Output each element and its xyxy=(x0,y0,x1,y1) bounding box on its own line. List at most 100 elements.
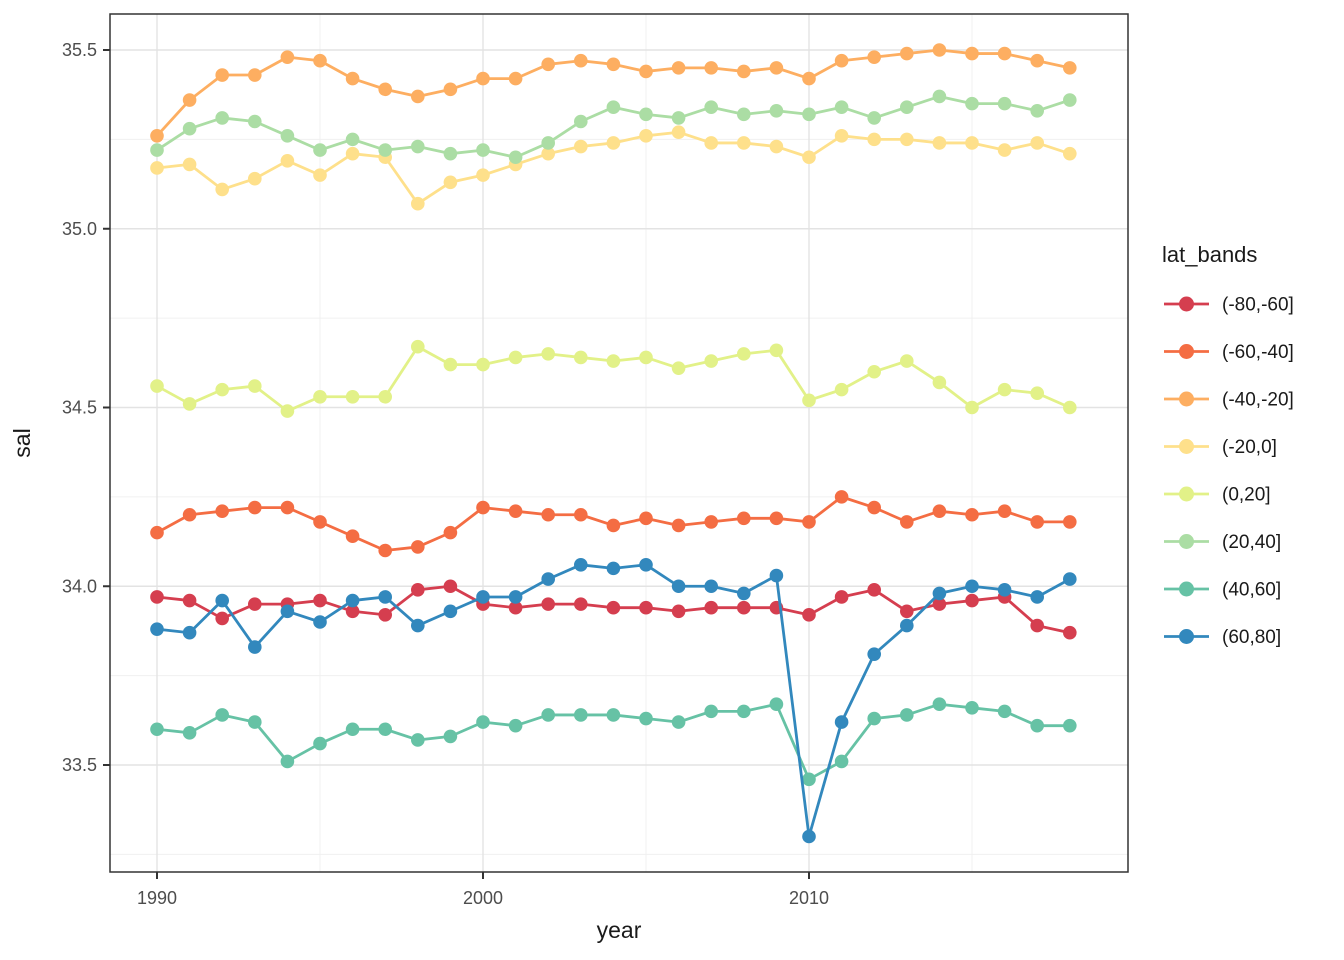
data-point xyxy=(932,136,947,150)
data-point xyxy=(508,718,523,733)
data-point xyxy=(932,43,947,57)
data-point xyxy=(411,196,425,211)
y-tick-label: 34.5 xyxy=(62,398,97,418)
data-point xyxy=(769,511,784,526)
data-point xyxy=(215,382,229,397)
legend-entry-label: (-60,-40] xyxy=(1222,342,1294,363)
data-point xyxy=(769,61,784,75)
legend-entry-label: (-40,-20] xyxy=(1222,390,1294,411)
data-point xyxy=(574,558,588,572)
data-point xyxy=(248,114,262,129)
legend-key-point xyxy=(1179,391,1194,407)
data-point xyxy=(541,572,555,586)
data-point xyxy=(1063,572,1077,586)
data-point xyxy=(345,722,360,737)
data-point xyxy=(150,161,164,175)
data-point xyxy=(248,171,262,186)
data-point xyxy=(965,46,979,61)
legend-entry: (20,40] xyxy=(1164,532,1281,553)
data-point xyxy=(932,89,947,104)
x-tick-label: 1990 xyxy=(137,888,177,908)
data-point xyxy=(443,175,458,190)
data-point xyxy=(704,100,718,114)
data-point xyxy=(900,354,914,368)
data-point xyxy=(900,132,914,147)
data-point xyxy=(671,361,686,375)
data-point xyxy=(737,704,751,719)
data-point xyxy=(182,397,197,411)
data-point xyxy=(639,350,653,365)
legend: (-80,-60] (-60,-40] (-40,-20] (-20,0] (0,20]… xyxy=(1164,295,1294,648)
data-point xyxy=(248,379,262,393)
data-point xyxy=(834,100,849,114)
data-point xyxy=(737,136,751,150)
data-point xyxy=(280,500,295,515)
legend-key-point xyxy=(1179,581,1194,597)
data-point xyxy=(150,525,164,540)
legend-entry-label: (20,40] xyxy=(1222,532,1281,553)
data-point xyxy=(671,61,686,75)
data-point xyxy=(508,590,523,604)
legend-key-point xyxy=(1179,296,1194,312)
data-point xyxy=(411,89,425,104)
x-axis-title: year xyxy=(597,917,642,943)
data-point xyxy=(704,600,718,615)
legend-entry: (-60,-40] xyxy=(1164,342,1294,363)
data-point xyxy=(737,64,751,79)
data-point xyxy=(345,604,360,619)
data-point xyxy=(150,379,164,393)
data-point xyxy=(737,107,751,122)
data-point xyxy=(932,504,947,518)
legend-entry: (-40,-20] xyxy=(1164,390,1294,411)
x-tick-label: 2010 xyxy=(789,888,829,908)
data-point xyxy=(1063,146,1077,161)
data-point xyxy=(182,726,197,740)
legend-title: lat_bands xyxy=(1162,242,1257,267)
data-point xyxy=(639,107,653,122)
data-point xyxy=(1030,136,1044,150)
data-point xyxy=(867,647,881,661)
data-point xyxy=(476,168,490,182)
data-point xyxy=(443,82,458,97)
data-point xyxy=(737,600,751,615)
data-point xyxy=(965,507,979,522)
data-point xyxy=(508,350,523,365)
data-point xyxy=(248,597,262,611)
data-point xyxy=(802,393,816,408)
data-point xyxy=(476,715,490,729)
data-point xyxy=(639,64,653,79)
data-point xyxy=(280,50,295,64)
data-point xyxy=(867,111,881,125)
data-point xyxy=(1030,386,1044,401)
data-point xyxy=(997,504,1012,518)
legend-entry: (-80,-60] xyxy=(1164,295,1294,316)
data-point xyxy=(150,129,164,143)
data-point xyxy=(965,701,979,715)
data-point xyxy=(671,604,686,619)
data-point xyxy=(443,146,458,161)
data-point xyxy=(965,400,979,415)
data-point xyxy=(215,593,229,608)
data-point xyxy=(248,68,262,82)
data-point xyxy=(182,121,197,136)
data-point xyxy=(378,389,393,404)
plot-panel xyxy=(109,13,1129,873)
data-point xyxy=(574,597,588,611)
panel-border xyxy=(109,13,1129,873)
data-point xyxy=(639,600,653,615)
data-point xyxy=(671,715,686,729)
data-point xyxy=(411,139,425,154)
data-point xyxy=(508,71,523,86)
legend-entry-label: (-80,-60] xyxy=(1222,295,1294,316)
data-point xyxy=(574,114,588,129)
data-point xyxy=(313,615,327,629)
data-point xyxy=(215,708,229,722)
data-point xyxy=(606,354,621,368)
data-point xyxy=(313,515,327,529)
data-point xyxy=(834,53,849,68)
data-point xyxy=(932,586,947,601)
data-point xyxy=(443,604,458,619)
data-point xyxy=(737,347,751,361)
data-point xyxy=(932,697,947,712)
data-point xyxy=(606,561,621,576)
